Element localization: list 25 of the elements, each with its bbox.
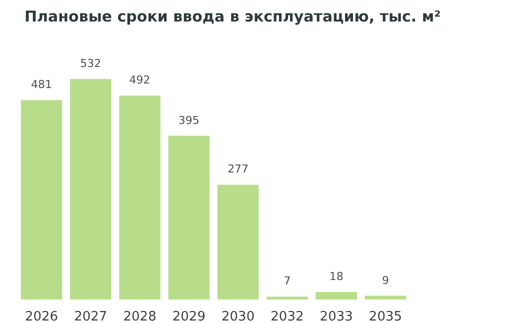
- x-tick-label: 2028: [123, 310, 156, 323]
- bar: [119, 96, 160, 300]
- x-tick-label: 2035: [368, 310, 402, 323]
- bar: [217, 184, 259, 300]
- bar: [266, 296, 308, 300]
- bar: [316, 292, 357, 300]
- x-tick-label: 2032: [270, 310, 304, 323]
- data-label: 481: [31, 78, 52, 92]
- data-label: 492: [129, 74, 150, 87]
- bar: [168, 136, 210, 300]
- x-tick-label: 2030: [222, 310, 255, 323]
- x-tick-label: 2029: [172, 310, 206, 323]
- x-tick-label: 2026: [24, 310, 58, 323]
- bar: [20, 100, 62, 300]
- data-label: 9: [382, 274, 389, 287]
- data-label: 532: [80, 57, 102, 70]
- x-tick-label: 2027: [74, 310, 108, 323]
- data-label: 277: [228, 162, 249, 176]
- x-tick-label: 2033: [320, 310, 353, 323]
- chart-title: Плановые сроки ввода в эксплуатацию, тыс. м²: [24, 8, 441, 26]
- bar: [70, 79, 112, 300]
- data-label: 395: [178, 114, 200, 127]
- data-label: 7: [284, 274, 291, 288]
- bar: [364, 296, 406, 300]
- data-label: 18: [329, 270, 344, 284]
